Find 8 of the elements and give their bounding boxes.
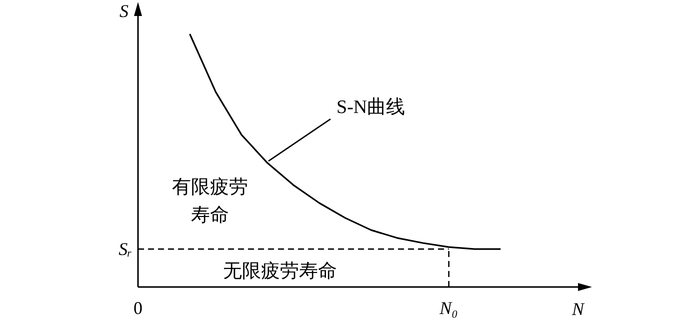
x-axis-title: N <box>570 299 585 319</box>
annotation: 无限疲劳寿命 <box>223 261 337 282</box>
x-tick-label: N₀ <box>438 298 458 318</box>
ref-line-label: Sᵣ <box>118 239 132 260</box>
y-axis-title: S <box>120 1 128 21</box>
x-tick-label: 0 <box>134 298 142 318</box>
annotation: S-N曲线 <box>336 97 406 118</box>
annotation: 有限疲劳寿命 <box>172 177 248 226</box>
